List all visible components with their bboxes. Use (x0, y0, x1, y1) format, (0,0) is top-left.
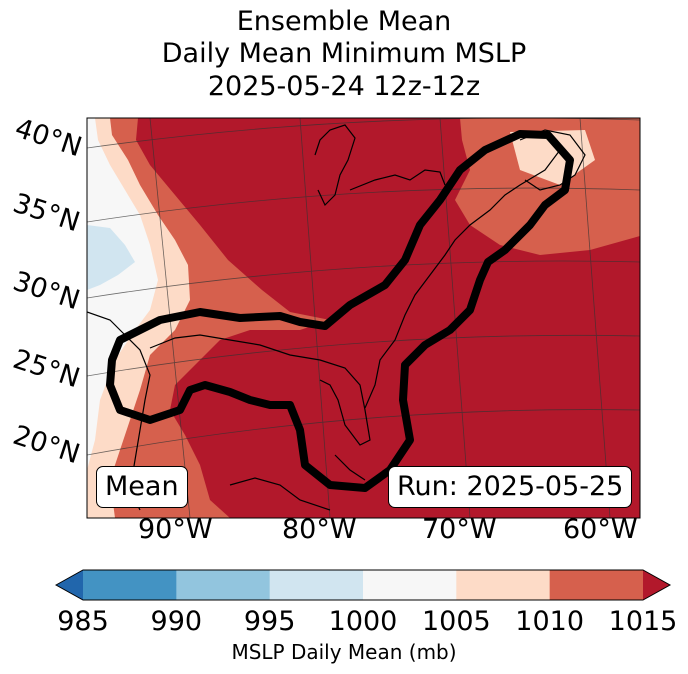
stat-label-box: Mean (96, 466, 188, 508)
colorbar-tick-985: 985 (57, 606, 109, 637)
lon-label-90w: 90°W (138, 514, 213, 545)
map-area (87, 118, 640, 518)
colorbar-bin-995-1000 (269, 570, 364, 600)
colorbar-bins (83, 570, 644, 600)
colorbar (54, 569, 672, 601)
run-label-box: Run: 2025-05-25 (388, 466, 633, 508)
colorbar-bin-1010-1015 (549, 570, 644, 600)
colorbar-tick-990: 990 (150, 606, 203, 637)
coastlines (87, 124, 586, 511)
lon-label-70w: 70°W (422, 514, 497, 545)
title-line-2: Daily Mean Minimum MSLP (161, 38, 527, 69)
title-line-1: Ensemble Mean (236, 6, 452, 37)
colorbar-tick-1005: 1005 (421, 606, 491, 637)
pressure-field-995-1000 (87, 118, 158, 470)
colorbar-label: MSLP Daily Mean (mb) (231, 640, 457, 664)
pressure-field-1005-1010-northeast (455, 118, 640, 255)
minimum-mslp-contour (106, 130, 574, 492)
title-line-3: 2025-05-24 12z-12z (207, 71, 481, 102)
colorbar-extension-high (643, 570, 670, 600)
lon-label-60w: 60°W (563, 514, 638, 545)
map-frame (86, 117, 641, 519)
colorbar-bin-990-995 (176, 570, 271, 600)
colorbar-outline (54, 569, 672, 601)
colorbar-tick-1010: 1010 (515, 606, 585, 637)
colorbar-bin-985-990 (83, 570, 177, 600)
colorbar-tick-1000: 1000 (328, 606, 398, 637)
lon-label-80w: 80°W (282, 514, 357, 545)
colorbar-extension-low (56, 570, 83, 600)
colorbar-bin-1000-1005 (363, 570, 457, 600)
pressure-field-1000-1005-ne (510, 130, 595, 185)
colorbar-tick-1015: 1015 (608, 606, 678, 637)
colorbar-bin-1005-1010 (456, 570, 551, 600)
pressure-field-990-995 (87, 225, 135, 290)
colorbar-tick-995: 995 (243, 606, 296, 637)
